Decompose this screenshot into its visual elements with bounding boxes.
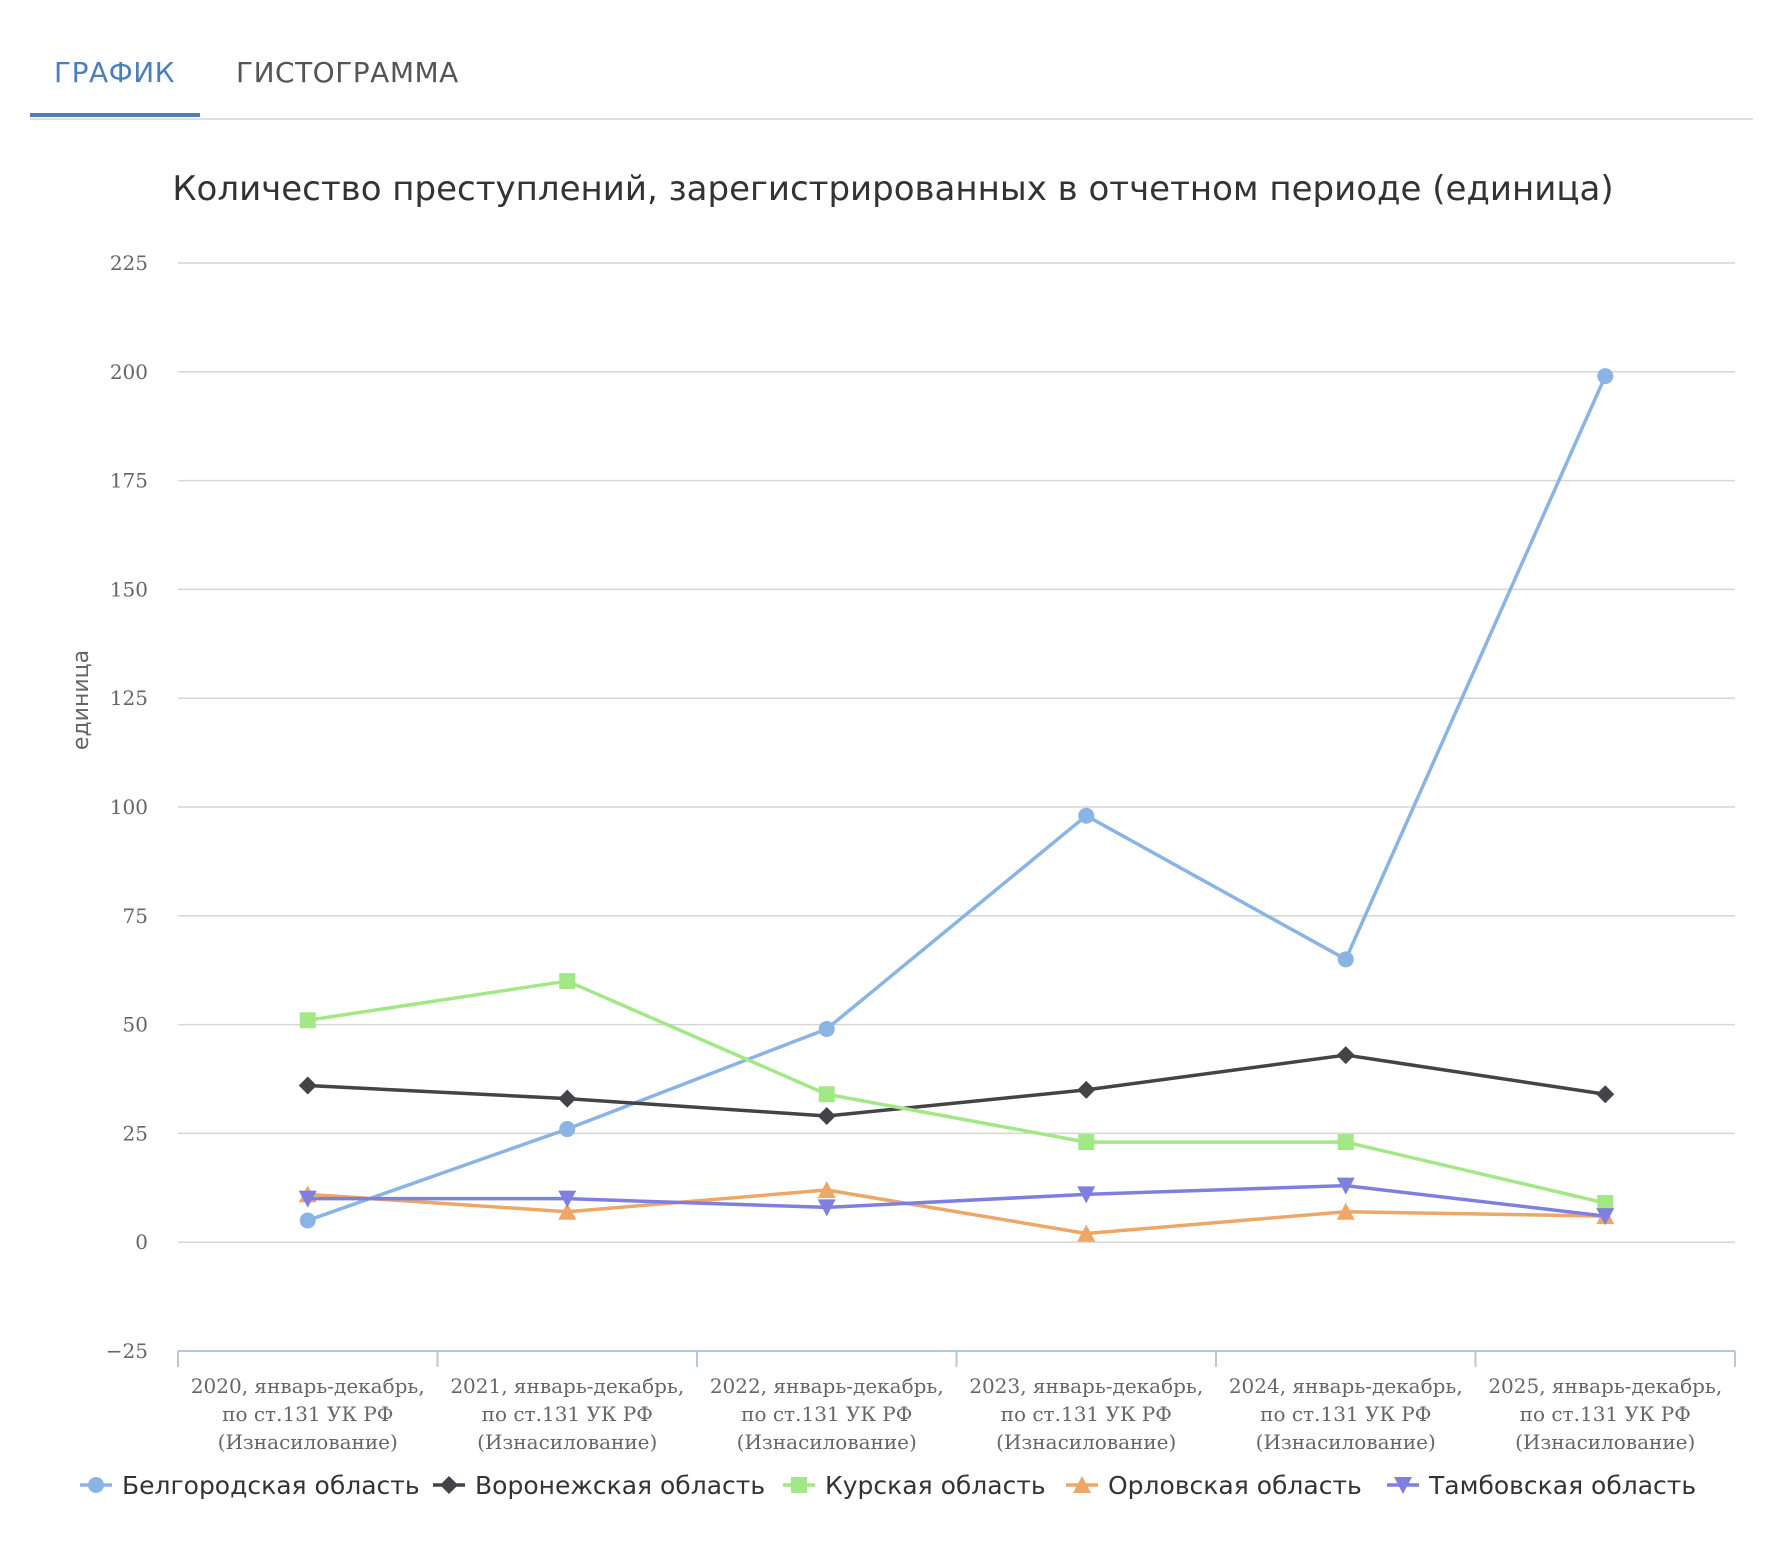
data-point[interactable] xyxy=(299,1012,316,1029)
series xyxy=(298,1177,1615,1226)
legend-label: Орловская область xyxy=(1108,1471,1362,1500)
tab-histogram[interactable]: ГИСТОГРАММА xyxy=(236,56,459,89)
legend-item[interactable]: Воронежская область xyxy=(433,1471,765,1500)
data-point[interactable] xyxy=(298,1190,317,1208)
data-point[interactable] xyxy=(558,1202,577,1220)
data-point[interactable] xyxy=(817,1180,836,1198)
data-point[interactable] xyxy=(1077,1224,1096,1242)
legend-label: Тамбовская область xyxy=(1428,1471,1696,1500)
y-tick-label: −25 xyxy=(106,1339,148,1363)
series xyxy=(298,1180,1615,1242)
x-tick-label: 2021, январь-декабрь, по ст.131 УК РФ (Изн… xyxy=(450,1374,684,1454)
y-tick-label: 50 xyxy=(123,1013,148,1037)
grid-lines xyxy=(178,262,1735,1243)
data-point[interactable] xyxy=(558,1190,577,1208)
active-tab-indicator xyxy=(30,113,200,117)
data-point[interactable] xyxy=(559,1121,576,1138)
legend-label: Воронежская область xyxy=(475,1471,765,1500)
series-group xyxy=(298,368,1615,1242)
series-line[interactable] xyxy=(307,1053,1606,1118)
y-tick-label: 150 xyxy=(110,577,148,601)
y-axis-ticks: −25 0 25 50 75 100 125 150 175 200 225 xyxy=(106,251,148,1363)
data-point[interactable] xyxy=(559,973,576,990)
y-tick-label: 25 xyxy=(123,1121,148,1145)
legend-item[interactable]: Белгородская область xyxy=(80,1471,420,1500)
data-point[interactable] xyxy=(558,1089,577,1108)
data-point[interactable] xyxy=(817,1106,836,1125)
series-line[interactable] xyxy=(307,375,1607,1223)
legend: Белгородская область Воронежская область К… xyxy=(80,1471,1696,1500)
y-tick-label: 175 xyxy=(110,469,148,493)
series xyxy=(299,973,1614,1212)
legend-marker[interactable] xyxy=(1073,1476,1091,1493)
data-point[interactable] xyxy=(1596,1208,1615,1226)
data-point[interactable] xyxy=(1078,807,1095,824)
y-tick-label: 75 xyxy=(123,904,148,928)
series xyxy=(299,368,1614,1229)
data-point[interactable] xyxy=(1337,1134,1354,1151)
data-point[interactable] xyxy=(1336,1177,1355,1195)
y-tick-label: 125 xyxy=(110,686,148,710)
data-point[interactable] xyxy=(1597,368,1614,385)
data-point[interactable] xyxy=(1077,1080,1096,1099)
data-point[interactable] xyxy=(1596,1085,1615,1104)
legend-item[interactable]: Орловская область xyxy=(1066,1471,1362,1500)
chart-tabs: ГРАФИК ГИСТОГРАММА xyxy=(30,0,1753,120)
x-tick-label: 2024, январь-декабрь, по ст.131 УК РФ (Изн… xyxy=(1229,1374,1463,1454)
series-line[interactable] xyxy=(307,1188,1606,1236)
data-point[interactable] xyxy=(1077,1186,1096,1204)
legend-marker[interactable] xyxy=(440,1476,458,1494)
legend-marker[interactable] xyxy=(791,1477,807,1493)
data-point[interactable] xyxy=(818,1086,835,1103)
tab-graph[interactable]: ГРАФИК xyxy=(54,56,176,89)
data-point[interactable] xyxy=(1336,1046,1355,1065)
y-tick-label: 0 xyxy=(135,1230,148,1254)
data-point[interactable] xyxy=(1337,951,1354,968)
legend-marker[interactable] xyxy=(88,1477,104,1493)
series xyxy=(298,1046,1615,1125)
data-point[interactable] xyxy=(1597,1195,1614,1212)
y-axis-title: единица xyxy=(69,650,94,750)
series-line[interactable] xyxy=(307,1183,1606,1218)
data-point[interactable] xyxy=(1078,1134,1095,1151)
data-point[interactable] xyxy=(1336,1202,1355,1220)
legend-label: Курская область xyxy=(825,1471,1046,1500)
line-chart: Количество преступлений, зарегистрирован… xyxy=(69,169,1736,1500)
series-line[interactable] xyxy=(307,979,1606,1205)
legend-item[interactable]: Курская область xyxy=(783,1471,1046,1500)
x-tick-label: 2020, январь-декабрь, по ст.131 УК РФ (Изн… xyxy=(191,1374,425,1454)
legend-item[interactable]: Тамбовская область xyxy=(1387,1471,1696,1500)
legend-label: Белгородская область xyxy=(122,1471,420,1500)
y-tick-label: 100 xyxy=(110,795,148,819)
legend-marker[interactable] xyxy=(1394,1477,1412,1494)
data-point[interactable] xyxy=(817,1199,836,1217)
data-point[interactable] xyxy=(299,1212,316,1229)
data-point[interactable] xyxy=(818,1020,835,1037)
x-tick-label: 2022, январь-декабрь, по ст.131 УК РФ (Изн… xyxy=(710,1374,944,1454)
x-axis: 2020, январь-декабрь, по ст.131 УК РФ (Изн… xyxy=(177,1350,1736,1454)
chart-title: Количество преступлений, зарегистрирован… xyxy=(172,169,1613,209)
y-tick-label: 225 xyxy=(110,251,148,275)
data-point[interactable] xyxy=(298,1076,317,1095)
x-tick-label: 2023, январь-декабрь, по ст.131 УК РФ (Изн… xyxy=(969,1374,1203,1454)
y-tick-label: 200 xyxy=(110,360,148,384)
x-tick-label: 2025, январь-декабрь, по ст.131 УК РФ (Изн… xyxy=(1488,1374,1722,1454)
